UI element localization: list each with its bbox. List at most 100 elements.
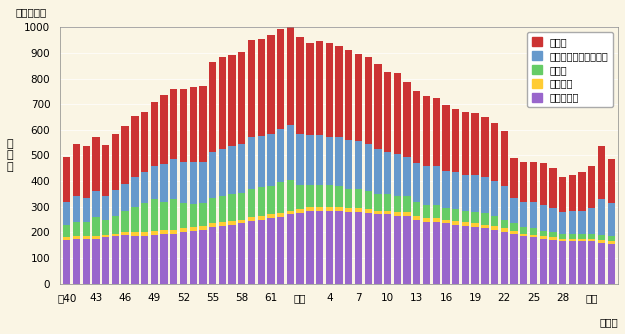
Bar xyxy=(306,185,314,207)
Bar xyxy=(501,186,508,219)
Bar xyxy=(413,219,421,284)
Bar xyxy=(170,233,177,284)
Bar xyxy=(423,166,430,205)
Bar xyxy=(238,219,246,223)
Bar xyxy=(423,218,430,222)
Bar xyxy=(394,216,401,284)
Bar xyxy=(403,196,411,212)
Bar xyxy=(102,237,109,284)
Bar xyxy=(121,235,129,284)
Bar xyxy=(374,64,381,149)
Bar xyxy=(131,236,139,284)
Bar xyxy=(112,216,119,233)
Bar xyxy=(170,230,177,233)
Bar xyxy=(578,233,586,239)
Bar xyxy=(403,82,411,157)
Bar xyxy=(228,194,236,221)
Bar xyxy=(598,199,605,235)
Bar xyxy=(394,212,401,216)
Bar xyxy=(432,205,440,218)
Bar xyxy=(384,194,391,210)
Bar xyxy=(141,112,148,172)
Bar xyxy=(82,239,90,284)
Bar xyxy=(355,141,362,189)
Bar xyxy=(326,185,333,207)
Bar xyxy=(491,216,498,226)
Bar xyxy=(578,241,586,284)
Bar xyxy=(345,212,352,284)
Bar xyxy=(471,223,479,227)
Bar xyxy=(442,223,449,284)
Bar xyxy=(355,212,362,284)
Bar xyxy=(384,210,391,214)
Bar xyxy=(102,219,109,235)
Bar xyxy=(384,152,391,194)
Bar xyxy=(277,217,284,284)
Bar xyxy=(316,207,323,210)
Bar xyxy=(296,209,304,213)
Bar xyxy=(413,163,421,202)
Bar xyxy=(306,43,314,135)
Bar xyxy=(228,55,236,146)
Bar xyxy=(209,223,216,227)
Bar xyxy=(73,239,80,284)
Bar xyxy=(63,157,71,202)
Bar xyxy=(549,168,556,208)
Bar xyxy=(374,194,381,210)
Bar xyxy=(520,202,528,227)
Bar xyxy=(102,145,109,196)
Bar xyxy=(151,166,158,199)
Bar xyxy=(287,125,294,180)
Bar xyxy=(316,185,323,207)
Bar xyxy=(268,35,274,134)
Bar xyxy=(199,162,206,203)
Bar xyxy=(462,175,469,210)
Bar xyxy=(189,227,197,231)
Bar xyxy=(549,208,556,232)
Bar xyxy=(336,186,342,207)
Bar xyxy=(520,236,528,284)
Bar xyxy=(296,185,304,209)
Bar xyxy=(102,235,109,237)
Bar xyxy=(549,232,556,237)
Bar xyxy=(491,181,498,216)
Bar xyxy=(559,212,566,233)
Bar xyxy=(559,233,566,239)
Bar xyxy=(258,136,265,187)
Bar xyxy=(501,228,508,232)
Bar xyxy=(432,98,440,166)
Bar xyxy=(374,214,381,284)
Bar xyxy=(481,213,489,225)
Legend: 魚類計, その他の水産動物類計, 貝類計, 海藻類計, 海面養殖計: 魚類計, その他の水産動物類計, 貝類計, 海藻類計, 海面養殖計 xyxy=(528,32,613,107)
Bar xyxy=(151,199,158,231)
Bar xyxy=(491,230,498,284)
Bar xyxy=(345,189,352,208)
Bar xyxy=(336,138,342,186)
Bar xyxy=(189,88,197,162)
Bar xyxy=(170,159,177,199)
Bar xyxy=(530,235,537,237)
Bar xyxy=(471,113,479,175)
Bar xyxy=(92,239,99,284)
Bar xyxy=(170,89,177,159)
Bar xyxy=(151,231,158,235)
Bar xyxy=(539,205,547,231)
Bar xyxy=(102,196,109,219)
Bar xyxy=(511,198,518,223)
Bar xyxy=(501,232,508,284)
Bar xyxy=(336,210,342,284)
Bar xyxy=(452,172,459,209)
Bar xyxy=(287,180,294,210)
Bar xyxy=(511,158,518,198)
Bar xyxy=(394,196,401,212)
Bar xyxy=(63,202,71,225)
Bar xyxy=(141,203,148,232)
Bar xyxy=(268,186,274,214)
Bar xyxy=(228,225,236,284)
Bar xyxy=(539,231,547,236)
Bar xyxy=(199,203,206,226)
Bar xyxy=(326,207,333,210)
Bar xyxy=(131,116,139,177)
Bar xyxy=(471,227,479,284)
Bar xyxy=(462,226,469,284)
